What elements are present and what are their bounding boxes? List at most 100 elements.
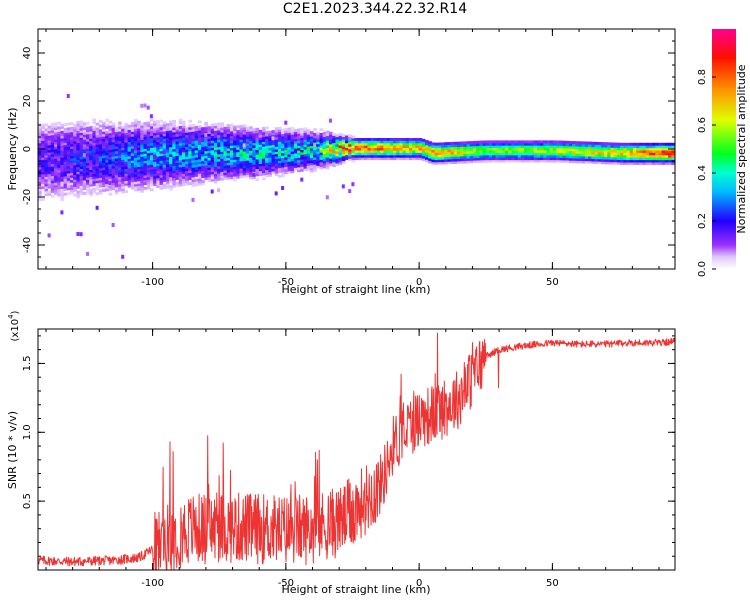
spectrogram-cell — [354, 142, 359, 146]
spectrogram-cell — [236, 130, 240, 133]
spectrogram-cell — [300, 142, 304, 146]
spectrogram-cell — [153, 135, 157, 138]
spectrogram-cell — [552, 154, 557, 158]
spectrogram-cell — [265, 150, 269, 154]
spectrogram-cell — [255, 156, 260, 160]
spectrogram-cell — [476, 160, 480, 163]
spectrogram-cell — [220, 134, 224, 138]
spectrogram-cell — [252, 164, 256, 168]
spectrogram-cell — [60, 198, 65, 201]
spectrogram-cell — [648, 145, 653, 149]
spectrogram-cell — [421, 141, 426, 145]
spectrogram-cell — [73, 169, 77, 173]
spectrogram-cell — [361, 152, 365, 156]
spectrogram-cell — [140, 173, 144, 176]
spectrogram-cell — [229, 123, 234, 127]
spectrogram-cell — [217, 127, 221, 131]
spectrogram-cell — [290, 141, 295, 145]
spectrogram-cell — [508, 157, 512, 161]
spectrogram-cell — [108, 147, 113, 150]
spectrogram-cell — [137, 147, 141, 151]
spectrogram-cell — [393, 147, 397, 151]
spectrogram-cell — [86, 165, 90, 168]
spectrogram-cell — [306, 165, 311, 169]
spectrogram-cell — [121, 181, 125, 184]
spectrogram-cell — [47, 132, 52, 136]
spectrogram-cell — [239, 136, 244, 140]
spectrogram-cell — [178, 152, 183, 156]
spectrogram-cell — [661, 145, 666, 149]
spectrogram-cell — [648, 159, 653, 163]
spectrogram-cell — [604, 149, 608, 153]
spectrogram-cell — [613, 149, 618, 153]
spectrogram-cell — [501, 154, 506, 158]
spectrogram-cell — [146, 184, 151, 187]
spectrogram-cell — [396, 138, 400, 141]
spectrogram-cell — [127, 124, 132, 128]
spectrogram-cell — [636, 147, 640, 151]
spectrogram-cell — [255, 151, 260, 155]
spectrogram-cell — [204, 126, 208, 130]
spectrogram-cell — [258, 163, 263, 167]
spectrogram-cell — [338, 159, 343, 163]
spectrogram-cell — [575, 148, 579, 152]
spectrogram-cell — [194, 149, 199, 153]
spectrogram-cell — [169, 173, 173, 177]
spectrogram-cell — [181, 132, 186, 136]
spectrogram-cell — [60, 188, 65, 192]
spectrogram-cell — [102, 155, 106, 159]
spectrogram-cell — [102, 167, 106, 171]
spectrogram-cell — [73, 155, 77, 159]
spectrogram-cell — [191, 148, 196, 151]
spectrogram-cell — [399, 138, 404, 141]
spectrogram-cell — [616, 145, 621, 148]
spectrogram-cell — [118, 133, 122, 137]
spectrogram-cell — [204, 155, 208, 159]
spectrogram-cell — [233, 135, 237, 139]
spectrogram-cell — [361, 157, 365, 161]
spectrogram-cell — [536, 140, 541, 144]
spectrogram-cell — [274, 134, 279, 138]
spectrogram-cell — [552, 152, 557, 156]
spectrogram-cell — [169, 142, 173, 145]
spectrogram-cell — [105, 150, 109, 153]
spectrogram-cell — [623, 154, 627, 158]
spectrogram-cell — [418, 138, 423, 141]
spectrogram-cell — [482, 157, 487, 161]
spectrogram-cell — [450, 161, 455, 164]
spectrogram-cell — [105, 188, 109, 192]
spectrogram-cell — [185, 134, 189, 138]
spectrogram-cell — [271, 161, 276, 165]
spectrogram-cell — [613, 161, 618, 165]
spectrogram-cell — [364, 154, 368, 158]
spectrogram-cells — [38, 94, 675, 259]
spectrogram-cell — [325, 154, 330, 158]
spectrogram-cell — [479, 147, 484, 151]
spectrogram-cell — [284, 132, 288, 136]
spectrogram-cell — [511, 154, 516, 158]
spectrogram-cell — [236, 149, 240, 153]
spectrogram-cell — [178, 142, 183, 146]
spectrogram-cell — [63, 151, 68, 155]
spectrogram-cell — [341, 146, 346, 150]
spectrogram-cell — [655, 150, 659, 153]
spectrogram-cell — [233, 137, 237, 141]
snr-scale-close: ) — [10, 310, 21, 314]
spectrogram-cell — [377, 152, 381, 156]
spectrogram-cell — [578, 160, 583, 164]
spectrogram-cell — [114, 126, 119, 130]
spectrogram-cell — [575, 155, 579, 159]
spectrogram-cell — [143, 136, 148, 140]
spectrogram-cell — [287, 132, 292, 136]
spectrogram-cell — [169, 122, 173, 126]
spectrogram-cell — [102, 174, 106, 178]
spectrogram-cell — [204, 172, 208, 176]
spectrogram-cell — [469, 148, 474, 152]
spectrogram-cell — [380, 150, 384, 153]
spectrogram-cell — [79, 168, 84, 172]
spectrogram-cell — [600, 158, 605, 162]
spectrogram-cell — [149, 166, 154, 170]
spectrogram-cell — [95, 134, 100, 138]
spectrogram-cell — [402, 157, 407, 161]
spectrogram-cell — [284, 137, 288, 141]
